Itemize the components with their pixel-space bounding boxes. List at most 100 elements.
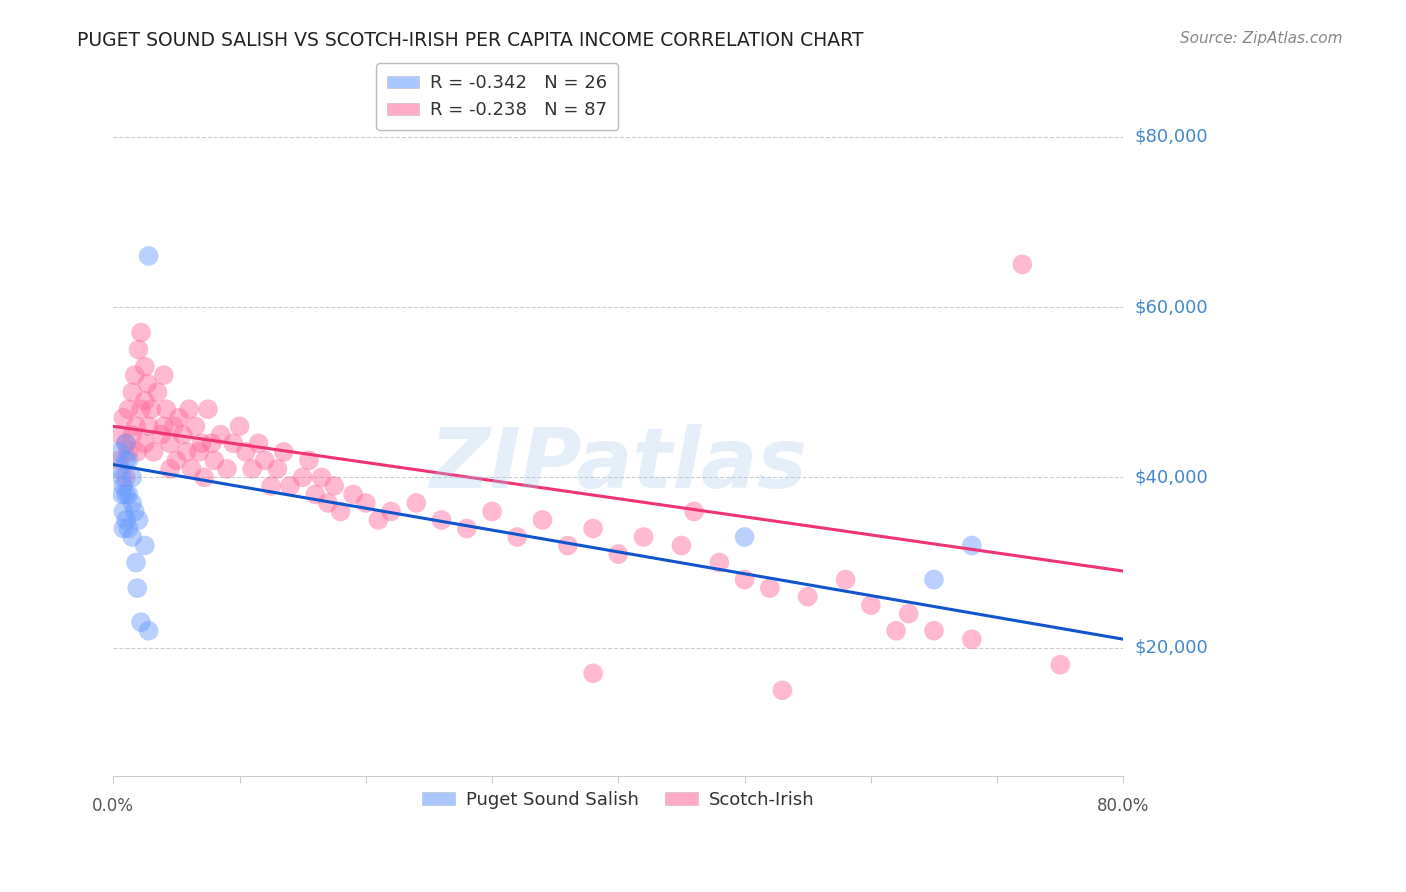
Point xyxy=(197,402,219,417)
Point xyxy=(209,427,232,442)
Point xyxy=(177,402,200,417)
Point xyxy=(108,445,131,459)
Point xyxy=(159,436,181,450)
Point xyxy=(266,462,288,476)
Point xyxy=(125,556,148,570)
Point xyxy=(112,479,135,493)
Point xyxy=(240,462,263,476)
Point xyxy=(176,445,198,459)
Point xyxy=(273,445,295,459)
Point xyxy=(215,462,238,476)
Point xyxy=(111,487,134,501)
Point xyxy=(759,581,782,595)
Point xyxy=(796,590,818,604)
Point xyxy=(159,462,181,476)
Point xyxy=(456,521,478,535)
Point xyxy=(150,427,173,442)
Point xyxy=(190,436,212,450)
Point xyxy=(167,410,190,425)
Point xyxy=(152,419,174,434)
Point xyxy=(884,624,907,638)
Text: $40,000: $40,000 xyxy=(1135,468,1208,486)
Point xyxy=(1049,657,1071,672)
Point xyxy=(772,683,794,698)
Point xyxy=(960,632,983,647)
Point xyxy=(121,530,143,544)
Point xyxy=(129,402,152,417)
Point xyxy=(125,419,148,434)
Point xyxy=(127,445,149,459)
Point xyxy=(960,539,983,553)
Point xyxy=(128,513,150,527)
Point xyxy=(193,470,215,484)
Point xyxy=(124,504,146,518)
Point xyxy=(633,530,655,544)
Point xyxy=(323,479,346,493)
Point xyxy=(260,479,283,493)
Point xyxy=(201,436,224,450)
Legend: Puget Sound Salish, Scotch-Irish: Puget Sound Salish, Scotch-Irish xyxy=(415,783,821,816)
Text: ZIPatlas: ZIPatlas xyxy=(429,424,807,505)
Point xyxy=(134,393,156,408)
Point xyxy=(117,521,139,535)
Text: $20,000: $20,000 xyxy=(1135,639,1208,657)
Point xyxy=(481,504,503,518)
Point xyxy=(115,436,138,450)
Point xyxy=(127,581,149,595)
Point xyxy=(117,453,139,467)
Point xyxy=(354,496,377,510)
Point xyxy=(121,470,143,484)
Point xyxy=(342,487,364,501)
Point xyxy=(709,556,731,570)
Point xyxy=(311,470,333,484)
Point xyxy=(163,419,186,434)
Point xyxy=(734,573,756,587)
Point xyxy=(121,385,143,400)
Point xyxy=(405,496,427,510)
Point xyxy=(1011,257,1033,271)
Point xyxy=(108,453,131,467)
Point xyxy=(683,504,706,518)
Point xyxy=(202,453,225,467)
Point xyxy=(582,521,605,535)
Text: 80.0%: 80.0% xyxy=(1097,797,1150,814)
Point xyxy=(134,436,156,450)
Point xyxy=(117,445,139,459)
Point xyxy=(112,410,135,425)
Point xyxy=(184,419,207,434)
Point xyxy=(222,436,245,450)
Point xyxy=(734,530,756,544)
Point xyxy=(329,504,352,518)
Point xyxy=(430,513,453,527)
Point xyxy=(138,419,160,434)
Point xyxy=(253,453,276,467)
Point xyxy=(291,470,314,484)
Point xyxy=(155,402,177,417)
Point xyxy=(531,513,554,527)
Point xyxy=(142,445,165,459)
Point xyxy=(304,487,326,501)
Point xyxy=(228,419,250,434)
Point xyxy=(298,453,321,467)
Text: $80,000: $80,000 xyxy=(1135,128,1208,145)
Point xyxy=(247,436,270,450)
Point xyxy=(115,453,138,467)
Point xyxy=(859,598,882,612)
Point xyxy=(172,427,194,442)
Point xyxy=(115,470,138,484)
Point xyxy=(112,521,135,535)
Point xyxy=(141,402,163,417)
Point xyxy=(165,453,187,467)
Point xyxy=(134,539,156,553)
Point xyxy=(134,359,156,374)
Point xyxy=(607,547,630,561)
Point xyxy=(152,368,174,383)
Point xyxy=(188,445,211,459)
Point xyxy=(115,487,138,501)
Point xyxy=(129,615,152,630)
Point xyxy=(671,539,693,553)
Point xyxy=(115,436,138,450)
Point xyxy=(506,530,529,544)
Point xyxy=(115,513,138,527)
Point xyxy=(834,573,856,587)
